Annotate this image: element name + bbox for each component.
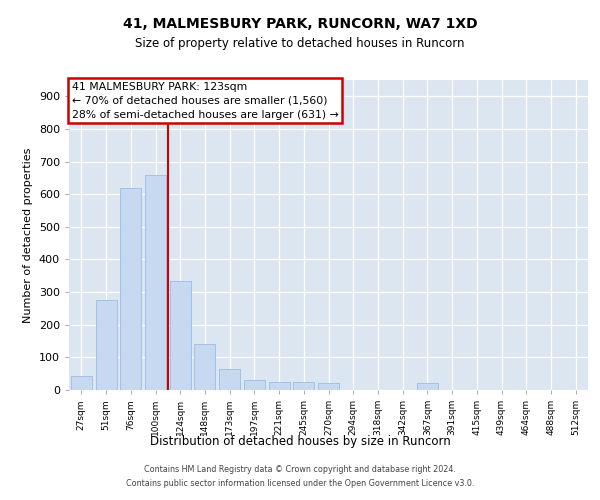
Bar — [71, 376, 92, 390]
Text: Size of property relative to detached houses in Runcorn: Size of property relative to detached ho… — [135, 38, 465, 51]
Bar — [170, 280, 191, 390]
Text: 41 MALMESBURY PARK: 123sqm
← 70% of detached houses are smaller (1,560)
28% of s: 41 MALMESBURY PARK: 123sqm ← 70% of deta… — [71, 82, 338, 120]
Text: Distribution of detached houses by size in Runcorn: Distribution of detached houses by size … — [149, 435, 451, 448]
Bar — [417, 384, 438, 390]
Bar — [194, 344, 215, 390]
Bar — [120, 188, 141, 390]
Bar — [318, 384, 339, 390]
Bar — [244, 380, 265, 390]
Bar — [269, 382, 290, 390]
Text: 41, MALMESBURY PARK, RUNCORN, WA7 1XD: 41, MALMESBURY PARK, RUNCORN, WA7 1XD — [122, 18, 478, 32]
Text: Contains HM Land Registry data © Crown copyright and database right 2024.
Contai: Contains HM Land Registry data © Crown c… — [126, 466, 474, 487]
Bar — [145, 174, 166, 390]
Bar — [95, 300, 116, 390]
Bar — [219, 370, 240, 390]
Y-axis label: Number of detached properties: Number of detached properties — [23, 148, 33, 322]
Bar — [293, 382, 314, 390]
